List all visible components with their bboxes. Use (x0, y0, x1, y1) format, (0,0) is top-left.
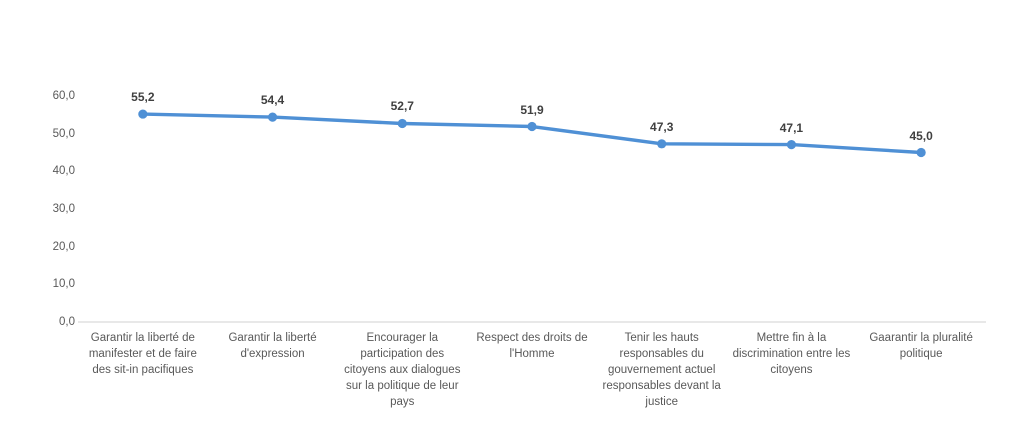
x-axis-category-label: Garantir la liberté de manifester et de … (88, 332, 197, 376)
data-point-label: 55,2 (131, 90, 155, 105)
data-point-marker (786, 139, 797, 150)
y-axis-tick-label: 0,0 (59, 316, 75, 328)
x-axis-category-label: Gaarantir la pluralité politique (869, 332, 973, 360)
data-point-label: 47,1 (779, 120, 804, 135)
x-axis-category-label: Mettre fin à la discrimination entre les… (732, 332, 851, 376)
data-point-label: 47,3 (650, 119, 674, 134)
y-axis-tick-label: 40,0 (52, 165, 75, 178)
data-point-marker (138, 109, 148, 119)
data-point-label: 51,9 (520, 102, 544, 117)
y-axis-tick-label: 30,0 (52, 203, 75, 215)
y-axis-tick-label: 20,0 (52, 240, 75, 253)
data-point-marker (267, 112, 278, 122)
x-axis-category-label: Respect des droits de l'Homme (476, 332, 588, 360)
x-axis-category-label: Tenir les hauts responsables du gouverne… (602, 332, 721, 408)
x-axis-category-label: Encourager la participation des citoyens… (344, 332, 461, 408)
y-axis-tick-label: 60,0 (52, 90, 75, 102)
data-point-label: 52,7 (390, 99, 414, 114)
data-point-marker (527, 121, 537, 132)
data-point-label: 54,4 (260, 93, 285, 108)
data-point-marker (916, 147, 926, 158)
y-axis-tick-label: 10,0 (52, 278, 75, 291)
x-axis-category-label: Garantir la liberté d'expression (228, 332, 317, 360)
data-point-marker (397, 118, 407, 129)
data-point-marker (657, 139, 667, 149)
data-point-label: 45,0 (909, 128, 933, 143)
y-axis-tick-label: 50,0 (52, 127, 75, 140)
